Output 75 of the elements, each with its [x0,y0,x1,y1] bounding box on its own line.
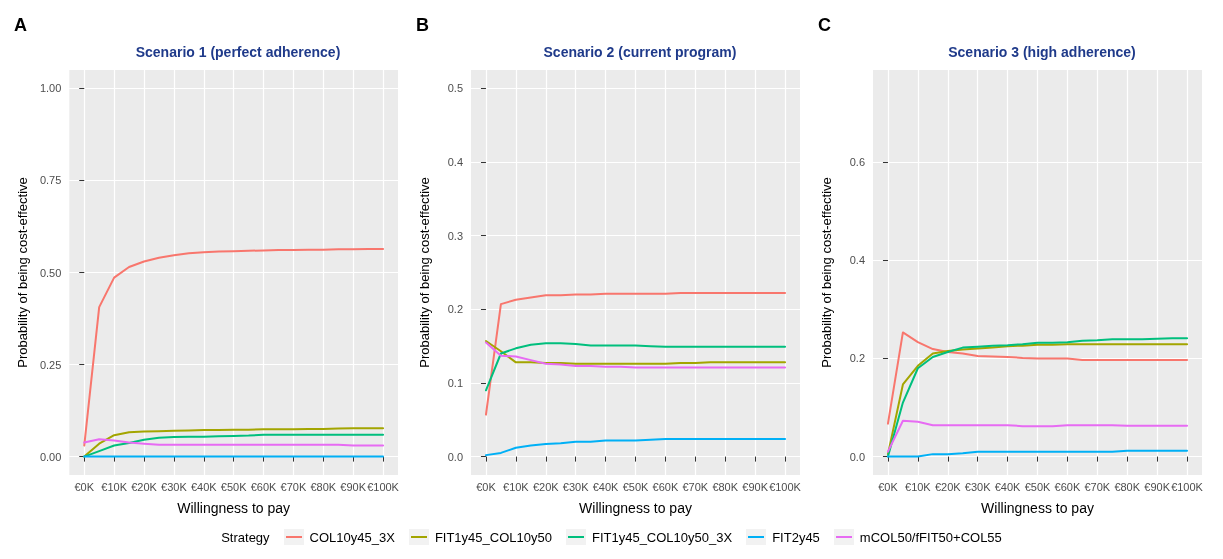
legend-label: FIT2y45 [772,529,820,545]
x-tick-label: €100K [367,480,400,493]
y-tick-label: 1.00 [39,82,62,95]
x-tick-label: €80K [310,480,337,493]
y-tick-label: 0.75 [39,174,62,187]
x-tick-label: €100K [769,480,802,493]
chart-title: Scenario 2 (current program) [543,44,737,60]
y-tick-label: 0.0 [849,450,865,463]
x-tick-label: €90K [742,480,769,493]
text: B [416,15,429,35]
x-tick-label: €10K [905,480,932,493]
y-tick-label: 0.2 [447,303,463,316]
x-tick-label: €30K [562,480,590,493]
x-axis-title: Willingness to pay [579,500,692,516]
x-tick-label: €100K [1171,480,1204,493]
line-series [83,433,385,458]
x-tick-label: €70K [280,480,307,493]
x-tick-label: €70K [682,480,709,493]
x-tick-label: €70K [1084,480,1111,493]
x-axis-title: Willingness to pay [981,500,1094,516]
y-axis-title: Probability of being cost-effective [15,177,30,368]
x-tick-label: €50K [622,480,649,493]
legend-label: FIT1y45_COL10y50 [434,529,552,545]
text: C [818,15,831,35]
y-tick-label: 0.2 [849,352,865,365]
legend-label: mCOL50/fFIT50+COL55 [859,529,1002,545]
x-tick-label: €10K [101,480,128,493]
y-tick-label: 0.50 [39,266,62,279]
x-tick-label: €40K [994,480,1022,493]
x-tick-label: €80K [712,480,739,493]
legend-label: COL10y45_3X [309,529,395,545]
y-tick-label: 0.5 [447,82,463,95]
line-series [484,342,787,392]
y-tick-label: 0.0 [447,450,463,463]
x-tick-label: €30K [161,480,188,493]
x-tick-label: €20K [131,480,158,493]
x-tick-label: €50K [220,480,248,493]
y-axis-title: Probability of being cost-effective [417,177,432,368]
line-series [886,331,1189,425]
line-series [83,247,385,447]
x-tick-label: €60K [1054,480,1081,493]
x-tick-label: €60K [652,480,679,493]
legend-label: FIT1y45_COL10y50_3X [591,529,733,545]
x-tick-label: €0K [476,480,497,493]
y-axis-title: Probability of being cost-effective [819,177,834,368]
line-series [484,292,787,416]
y-tick-label: 0.6 [849,156,865,169]
chart-title: Scenario 3 (high adherence) [948,44,1136,60]
line-series [484,437,787,457]
chart-title: Scenario 1 (perfect adherence) [135,44,341,60]
x-tick-label: €90K [1144,480,1171,493]
y-tick-label: 0.4 [447,156,463,169]
x-tick-label: €20K [934,480,962,493]
y-tick-label: 0.3 [447,229,463,242]
line-series [83,427,385,458]
x-tick-label: €90K [340,480,367,493]
x-tick-label: €0K [878,480,899,493]
y-tick-label: 0.4 [849,254,865,267]
x-tick-label: €50K [1024,480,1051,493]
x-tick-label: €20K [532,480,560,493]
x-tick-label: €0K [74,480,95,493]
y-tick-label: 0.1 [447,376,463,389]
x-axis-title: Willingness to pay [177,500,291,516]
x-tick-label: €60K [250,480,278,493]
x-tick-label: €30K [964,480,992,493]
y-tick-label: 0.25 [39,358,62,371]
x-tick-label: €10K [503,480,530,493]
line-series [83,438,385,447]
x-tick-label: €80K [1114,480,1141,493]
legend-title: Strategy [221,529,270,545]
x-tick-label: €40K [592,480,620,493]
x-tick-label: €40K [190,480,218,493]
text: A [14,15,27,35]
y-tick-label: 0.00 [39,450,62,463]
line-series [886,419,1189,453]
